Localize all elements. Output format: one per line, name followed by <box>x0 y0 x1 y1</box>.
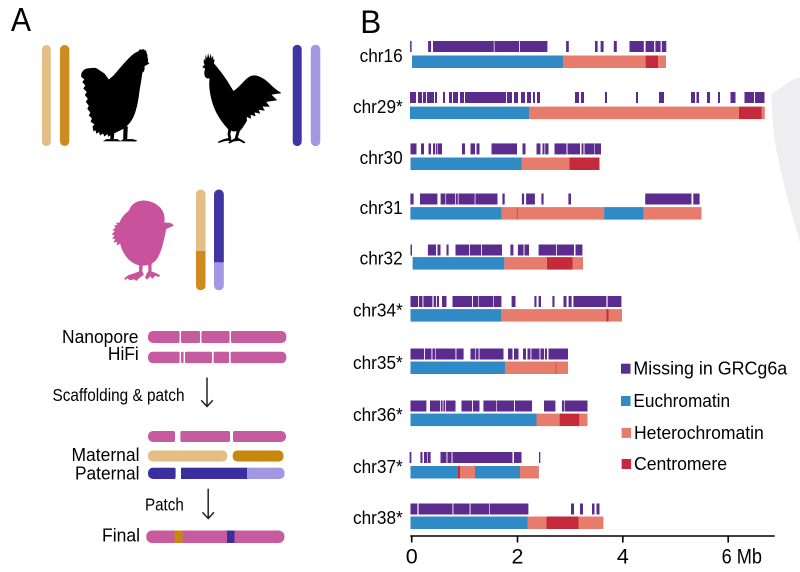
svg-text:Missing in GRCg6a: Missing in GRCg6a <box>633 359 788 379</box>
svg-text:chr37*: chr37* <box>353 456 403 477</box>
svg-text:chr29*: chr29* <box>353 96 403 117</box>
svg-text:chr16: chr16 <box>360 45 403 66</box>
svg-text:chr32: chr32 <box>360 248 403 269</box>
svg-text:chr35*: chr35* <box>353 352 403 373</box>
svg-text:HiFi: HiFi <box>108 343 139 364</box>
svg-text:Nanopore: Nanopore <box>62 326 139 347</box>
svg-text:chr38*: chr38* <box>353 507 403 528</box>
svg-text:A: A <box>11 2 32 39</box>
svg-text:4: 4 <box>617 545 629 569</box>
svg-text:Centromere: Centromere <box>634 454 727 474</box>
svg-text:2: 2 <box>512 545 524 569</box>
svg-text:Scaffolding & patch: Scaffolding & patch <box>53 385 185 405</box>
svg-text:chr36*: chr36* <box>353 404 403 425</box>
svg-text:Maternal: Maternal <box>72 444 140 465</box>
svg-text:Patch: Patch <box>145 495 184 515</box>
svg-text:chr30: chr30 <box>360 147 403 168</box>
svg-text:Euchromatin: Euchromatin <box>633 391 730 411</box>
svg-text:6 Mb: 6 Mb <box>722 545 762 569</box>
svg-text:Paternal: Paternal <box>75 463 140 484</box>
svg-text:chr31: chr31 <box>360 197 403 218</box>
svg-text:0: 0 <box>406 545 418 569</box>
svg-text:chr34*: chr34* <box>353 299 403 320</box>
svg-text:Final: Final <box>102 525 140 546</box>
svg-text:B: B <box>360 4 381 40</box>
svg-text:Heterochromatin: Heterochromatin <box>634 423 764 443</box>
